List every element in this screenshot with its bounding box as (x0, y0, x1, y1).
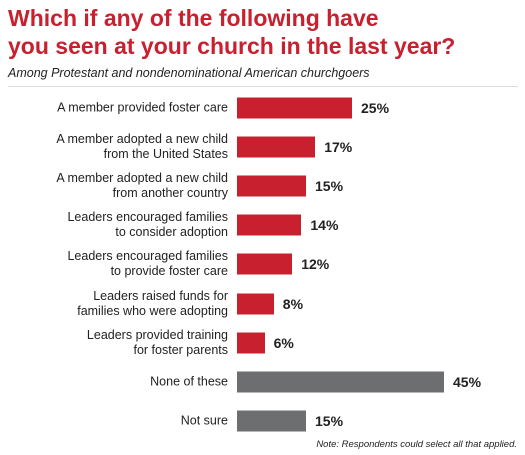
category-label: A member provided foster care (57, 100, 228, 115)
bar (237, 293, 274, 314)
bar (237, 136, 316, 158)
bar (237, 410, 306, 432)
divider (8, 86, 518, 87)
value-label: 8% (282, 295, 304, 312)
value-label: 14% (310, 217, 339, 234)
category-label: A member adopted a new child from anothe… (56, 171, 228, 201)
bar (237, 332, 265, 354)
value-label: 45% (453, 373, 482, 390)
bar (237, 97, 352, 119)
bar (237, 371, 444, 393)
bar (237, 175, 306, 197)
chart-subtitle: Among Protestant and nondenominational A… (8, 66, 370, 80)
value-label: 6% (273, 334, 294, 351)
category-label: Leaders encouraged families to consider … (67, 210, 228, 240)
value-label: 15% (315, 178, 344, 195)
category-label: Leaders encouraged families to provide f… (67, 249, 228, 279)
value-label: 12% (301, 256, 330, 273)
bar (237, 214, 302, 236)
category-label: None of these (150, 374, 228, 389)
value-label: 25% (361, 100, 390, 116)
note: Note: Respondents could select all that … (316, 439, 517, 450)
bar (237, 253, 293, 275)
category-label: Leaders raised funds for families who we… (77, 288, 228, 318)
value-label: 15% (315, 412, 344, 429)
chart-title: Which if any of the following have you s… (8, 5, 456, 59)
value-label: 17% (324, 139, 353, 156)
category-label: Leaders provided training for foster par… (86, 327, 228, 357)
category-label: Not sure (180, 413, 228, 428)
category-label: A member adopted a new child from the Un… (56, 132, 228, 162)
